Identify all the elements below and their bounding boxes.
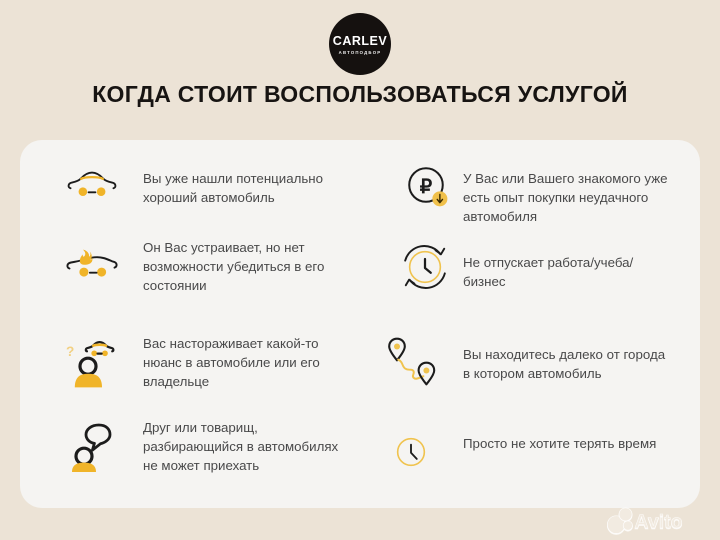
svg-text:Avito: Avito xyxy=(634,511,682,533)
svg-text:₽: ₽ xyxy=(420,176,433,198)
svg-text:?: ? xyxy=(66,344,74,359)
